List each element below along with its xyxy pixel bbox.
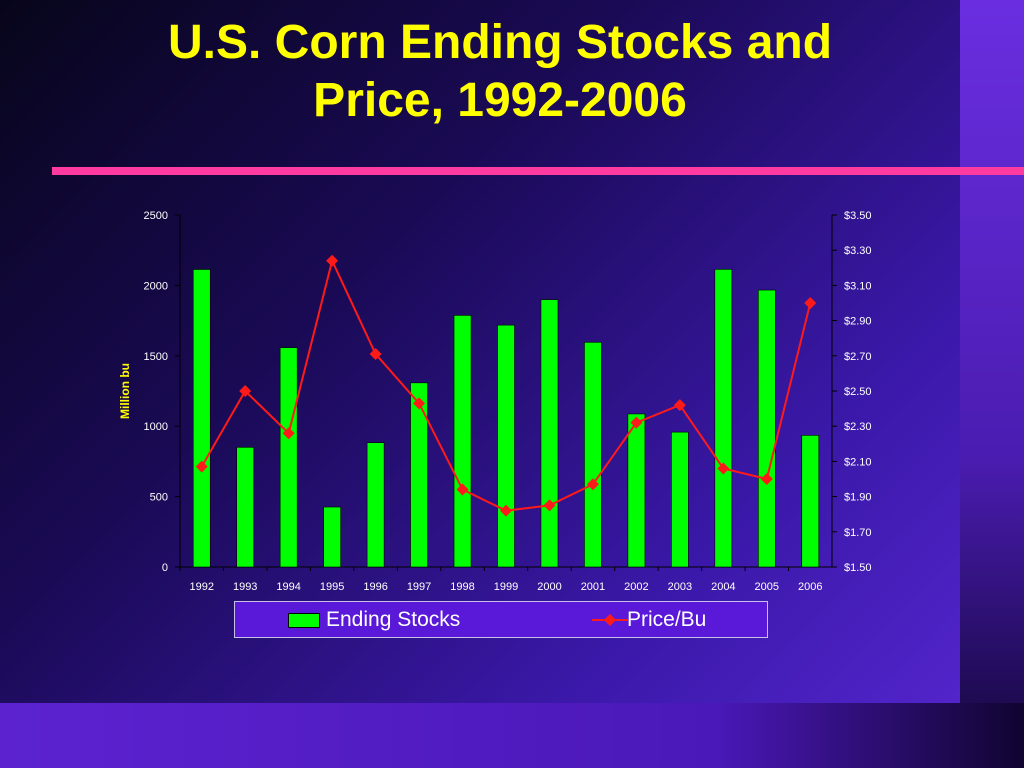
y-tick-label-right: $3.10 <box>844 280 872 292</box>
y-tick-label-left: 500 <box>150 492 168 504</box>
legend-label-ending-stocks: Ending Stocks <box>326 608 461 631</box>
x-tick-label: 2000 <box>537 581 561 593</box>
x-tick-label: 1992 <box>189 581 213 593</box>
point-price <box>630 416 643 429</box>
y-tick-label-left: 1500 <box>144 351 168 363</box>
bar-ending-stocks <box>671 431 689 568</box>
bar-ending-stocks <box>757 289 776 568</box>
x-tick-label: 2003 <box>668 581 692 593</box>
bar-ending-stocks <box>323 506 341 568</box>
point-price <box>543 499 556 512</box>
bar-ending-stocks <box>540 299 559 568</box>
bar-ending-stocks <box>236 447 254 568</box>
y-tick-label-left: 2500 <box>144 210 168 222</box>
right-accent-band <box>960 0 1024 768</box>
y-tick-label-right: $1.50 <box>844 562 872 574</box>
y-tick-label-left: 0 <box>162 562 168 574</box>
point-price <box>804 297 817 309</box>
bar-ending-stocks <box>584 341 602 568</box>
y-tick-label-right: $2.50 <box>844 386 872 398</box>
slide-title-line2: Price, 1992-2006 <box>313 74 687 127</box>
point-price <box>456 483 469 496</box>
point-price <box>326 254 339 267</box>
point-price <box>760 473 773 485</box>
legend-swatch-price <box>592 614 628 626</box>
point-price <box>586 478 599 491</box>
bar-ending-stocks <box>410 382 428 568</box>
x-tick-label: 1998 <box>450 581 474 593</box>
slide-title: U.S. Corn Ending Stocks and Price, 1992-… <box>60 14 940 130</box>
y-tick-label-right: $1.90 <box>844 492 872 504</box>
legend-label-price: Price/Bu <box>627 608 707 631</box>
x-tick-label: 2001 <box>581 581 605 593</box>
y-tick-label-left: 1000 <box>144 421 168 433</box>
y-tick-label-left: 2000 <box>144 280 168 292</box>
bar-ending-stocks <box>453 315 472 568</box>
y-tick-label-right: $1.70 <box>844 527 872 539</box>
y-tick-label-right: $2.90 <box>844 316 872 328</box>
x-tick-label: 2002 <box>624 581 648 593</box>
bar-ending-stocks <box>366 442 385 568</box>
point-price <box>282 427 295 440</box>
x-tick-label: 2005 <box>755 581 779 593</box>
bar-ending-stocks <box>497 324 515 568</box>
x-tick-label: 1994 <box>276 581 300 593</box>
slide-title-line1: U.S. Corn Ending Stocks and <box>167 16 833 69</box>
y-tick-label-right: $2.70 <box>844 351 872 363</box>
bar-ending-stocks <box>279 347 298 568</box>
point-price <box>369 348 382 361</box>
x-tick-label: 1999 <box>494 581 518 593</box>
point-price <box>500 504 512 517</box>
x-tick-label: 2004 <box>711 581 735 593</box>
y-tick-label-right: $3.50 <box>844 210 872 222</box>
bar-ending-stocks <box>801 435 820 568</box>
bar-ending-stocks <box>714 269 733 568</box>
point-price <box>717 462 730 475</box>
title-divider <box>52 167 1024 175</box>
x-tick-label: 2006 <box>798 581 822 593</box>
point-price <box>195 460 208 473</box>
y-tick-label-right: $2.10 <box>844 456 872 468</box>
bar-ending-stocks <box>627 413 646 568</box>
bar-ending-stocks <box>192 269 211 568</box>
point-price <box>413 397 426 410</box>
x-tick-label: 1995 <box>320 581 344 593</box>
y-tick-label-right: $2.30 <box>844 421 872 433</box>
x-tick-label: 1997 <box>407 581 431 593</box>
y-tick-label-right: $3.30 <box>844 245 872 257</box>
x-tick-label: 1993 <box>233 581 257 593</box>
point-price <box>673 399 686 412</box>
x-tick-label: 1996 <box>363 581 387 593</box>
legend-swatch-ending-stocks <box>288 613 320 628</box>
y-axis-title: Million bu <box>118 363 132 419</box>
chart-legend: Ending Stocks Price/Bu <box>234 601 768 638</box>
point-price <box>239 385 252 397</box>
bottom-accent-band <box>0 703 1024 768</box>
